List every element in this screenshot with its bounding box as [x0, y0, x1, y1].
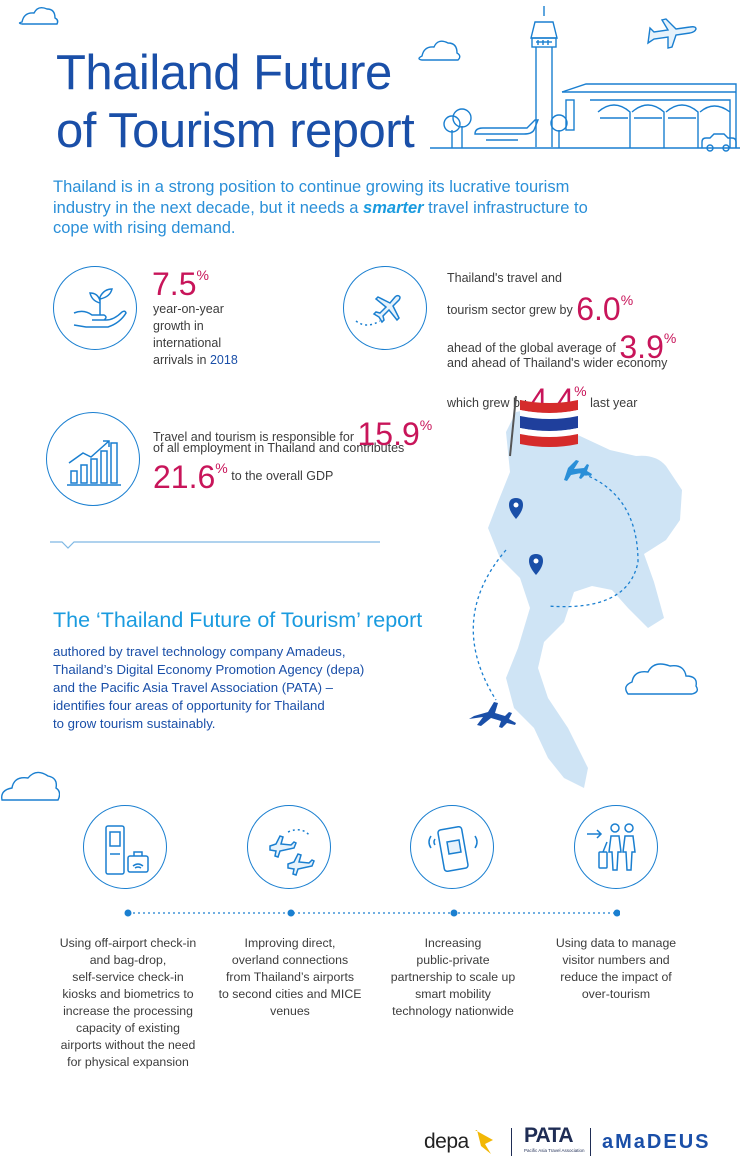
two-planes-icon	[247, 805, 331, 889]
intro-text-1: Thailand is in a strong position to cont…	[53, 178, 570, 217]
page-title: Thailand Future of Tourism report	[56, 44, 415, 160]
arrivals-text: year-on-year growth in international arr…	[153, 302, 238, 367]
opportunity-text-2: Improving direct, overland connections fr…	[218, 936, 362, 1018]
timeline	[124, 909, 620, 917]
cloud-icon	[1, 771, 60, 801]
depa-logo: depa	[424, 1126, 495, 1156]
arrivals-stat: 7.5%	[152, 266, 209, 302]
section-divider	[50, 541, 380, 549]
check-in-kiosk-icon	[83, 805, 167, 889]
employment-text: Travel and tourism is responsible for 15…	[153, 416, 433, 495]
logo-separator	[511, 1128, 512, 1156]
title-line-2: of Tourism report	[56, 104, 415, 158]
report-title: The ‘Thailand Future of Tourism’ report	[53, 608, 423, 632]
opportunity-text-1: Using off-airport check-in and bag-drop, …	[59, 936, 197, 1069]
cloud-icon	[418, 40, 461, 61]
airport-illustration	[18, 6, 740, 152]
title-line-1: Thailand Future	[56, 46, 392, 100]
amadeus-logo: aMaDEUS	[602, 1131, 711, 1153]
intro-emphasis: smarter	[363, 198, 424, 217]
thailand-map	[469, 395, 682, 788]
opportunity-text-3: Increasing public-private partnership to …	[390, 936, 516, 1018]
bar-chart-growth-icon	[46, 412, 140, 506]
intro-text-2: travel infrastructure to cope with risin…	[53, 198, 588, 238]
airplane-icon	[343, 266, 427, 350]
opportunity-text-4: Using data to manage visitor numbers and …	[555, 936, 677, 1001]
cloud-icon	[625, 663, 699, 695]
mobile-boarding-pass-icon	[410, 805, 494, 889]
growth-text: Thailand's travel and tourism sector gre…	[447, 271, 677, 418]
report-body: authored by travel technology company Am…	[53, 644, 365, 731]
pata-logo: PATA Pacific Asia Travel Association	[524, 1124, 585, 1153]
logo-separator	[590, 1128, 591, 1156]
cloud-icon	[18, 6, 59, 25]
travellers-with-luggage-icon	[574, 805, 658, 889]
intro-paragraph: Thailand is in a strong position to cont…	[53, 177, 613, 239]
plant-in-hand-icon	[53, 266, 137, 350]
